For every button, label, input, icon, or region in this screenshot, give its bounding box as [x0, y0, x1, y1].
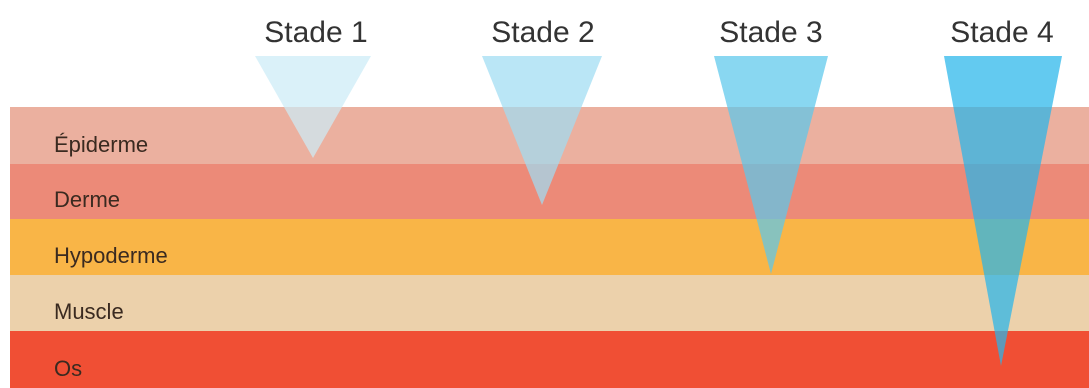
stage-label-stade-1: Stade 1: [264, 16, 367, 49]
stage-labels: Stade 1 Stade 2 Stade 3 Stade 4: [264, 16, 1053, 49]
layer-label-muscle: Muscle: [54, 299, 124, 324]
triangle-stade-4: [944, 56, 1062, 366]
layer-band-hypoderme: [10, 219, 1089, 275]
triangle-stade-1: [255, 56, 371, 158]
layer-labels: Épiderme Derme Hypoderme Muscle Os: [54, 132, 168, 381]
stage-label-stade-3: Stade 3: [719, 16, 822, 49]
stage-label-stade-2: Stade 2: [491, 16, 594, 49]
layer-band-muscle: [10, 275, 1089, 331]
layer-label-os: Os: [54, 356, 82, 381]
layer-label-hypoderme: Hypoderme: [54, 243, 168, 268]
layer-label-epiderme: Épiderme: [54, 132, 148, 157]
stage-triangles: [255, 56, 1062, 366]
triangle-stade-2: [482, 56, 602, 205]
layer-label-derme: Derme: [54, 187, 120, 212]
stage-label-stade-4: Stade 4: [950, 16, 1053, 49]
skin-layers: [10, 107, 1089, 388]
layer-band-os: [10, 331, 1089, 388]
triangle-stade-3: [714, 56, 828, 274]
